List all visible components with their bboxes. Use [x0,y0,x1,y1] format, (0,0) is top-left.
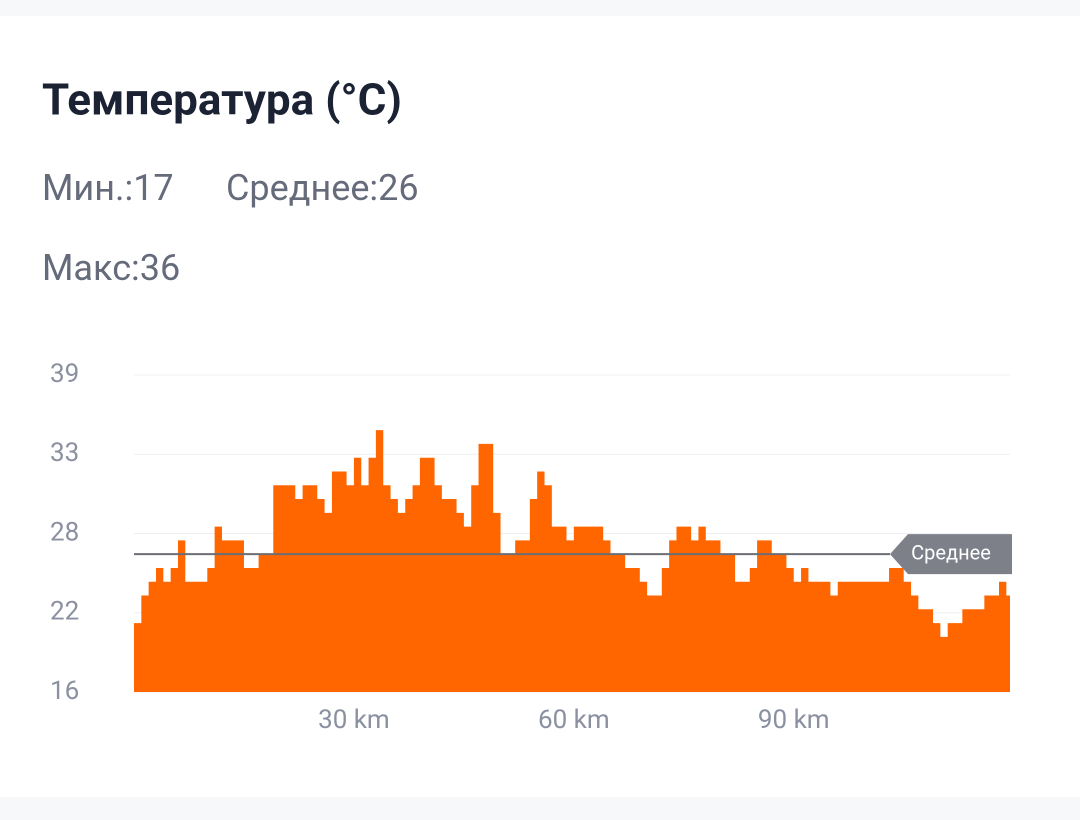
stat: Среднее:26 [226,167,419,209]
temperature-area [134,430,1010,692]
stat-value: 36 [140,247,180,289]
stat: Мин.:17 [42,167,174,209]
y-tick-label: 39 [50,359,79,389]
x-tick-label: 60 km [538,705,610,735]
stat: Макс:36 [42,247,180,289]
x-tick-label: 30 km [318,705,390,735]
chart-title: Температура (°C) [42,74,402,126]
y-tick-label: 28 [50,517,79,547]
average-tag [890,534,1012,575]
stat-label: Макс: [42,247,140,289]
x-tick-label: 90 km [758,705,830,735]
y-tick-label: 33 [50,438,79,468]
stat-label: Среднее: [226,167,378,209]
stat-value: 17 [133,167,173,209]
average-tag-label: Среднее [911,540,991,564]
y-tick-label: 16 [50,676,79,706]
y-tick-label: 22 [50,597,79,627]
stat-label: Мин.: [42,167,133,209]
stat-value: 26 [378,167,418,209]
